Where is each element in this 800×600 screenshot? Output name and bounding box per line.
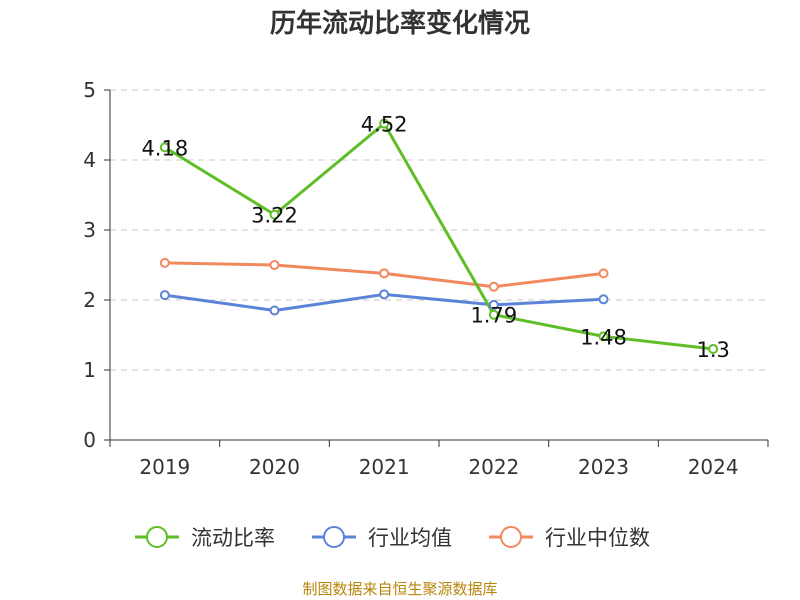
data-label-2022: 1.79 — [470, 304, 517, 328]
data-point-s1-2022[interactable] — [488, 309, 499, 320]
y-tick-label-3: 3 — [83, 218, 96, 242]
data-label-2019: 4.18 — [141, 136, 188, 160]
data-point-s3-2022[interactable] — [488, 281, 499, 292]
x-tick-label-2022: 2022 — [468, 455, 519, 479]
data-point-s1-2024[interactable] — [708, 344, 719, 354]
data-point-s3-2020[interactable] — [269, 260, 280, 270]
x-tick-label-2020: 2020 — [249, 455, 300, 479]
legend-marker-2[interactable] — [323, 526, 345, 548]
data-point-s1-2021[interactable] — [379, 118, 390, 129]
legend-marker-1[interactable] — [146, 526, 168, 548]
series-lines — [164, 122, 714, 351]
data-point-s2-2020[interactable] — [269, 305, 280, 316]
data-point-s2-2019[interactable] — [159, 290, 170, 301]
y-tick-label-0: 0 — [83, 428, 96, 452]
data-point-s1-2019[interactable] — [159, 142, 170, 153]
data-point-s1-2023[interactable] — [598, 331, 609, 342]
y-tick-label-1: 1 — [83, 358, 96, 382]
data-label-2024: 1.3 — [696, 338, 729, 362]
data-point-s3-2021[interactable] — [379, 268, 390, 279]
axes: 0 1 2 3 4 5 2019 2020 2021 2022 2023 2024 — [83, 78, 769, 479]
data-point-s3-2023[interactable] — [598, 268, 609, 279]
chart-title: 历年流动比率变化情况 — [269, 9, 530, 39]
grid-lines — [110, 89, 768, 371]
legend-label-1[interactable]: 流动比率 — [191, 526, 275, 550]
y-tick-label-2: 2 — [83, 288, 96, 312]
legend-label-2[interactable]: 行业均值 — [368, 526, 452, 550]
data-point-s2-2023[interactable] — [598, 294, 609, 305]
y-tick-label-5: 5 — [83, 78, 96, 102]
data-point-s3-2019[interactable] — [159, 257, 170, 268]
data-point-s1-2020[interactable] — [269, 209, 280, 220]
data-point-s2-2021[interactable] — [379, 289, 390, 300]
x-tick-label-2023: 2023 — [578, 455, 629, 479]
source-note: 制图数据来自恒生聚源数据库 — [302, 580, 498, 598]
data-labels: 4.18 3.22 4.52 1.79 1.48 1.3 — [141, 113, 729, 362]
data-label-2020: 3.22 — [251, 204, 298, 228]
data-label-2023: 1.48 — [580, 325, 627, 349]
data-label-2021: 4.52 — [361, 113, 408, 137]
y-tick-label-4: 4 — [83, 148, 96, 172]
x-tick-label-2024: 2024 — [688, 455, 739, 479]
data-point-s2-2022[interactable] — [488, 299, 499, 310]
x-tick-label-2021: 2021 — [359, 455, 410, 479]
series-points — [159, 118, 719, 354]
legend-marker-3[interactable] — [500, 526, 522, 548]
x-tick-label-2019: 2019 — [139, 455, 190, 479]
legend-label-3[interactable]: 行业中位数 — [545, 526, 650, 550]
legend[interactable]: 流动比率 行业均值 行业中位数 — [135, 526, 650, 550]
series-line-1 — [164, 122, 714, 351]
